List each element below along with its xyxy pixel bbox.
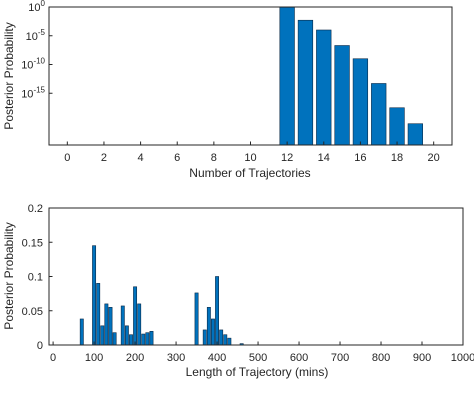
x-ticks: 0 100 200 300 400 500 600 700 800 900 1000 [50, 341, 474, 364]
x-ticks: 0 2 4 6 8 10 12 14 16 18 20 [64, 141, 440, 164]
y-tick-label: 10-15 [21, 85, 45, 100]
bar [227, 337, 232, 346]
x-tick-label: 14 [318, 152, 330, 164]
bar [206, 307, 211, 346]
x-tick-label: 4 [138, 152, 144, 164]
bar [202, 329, 207, 346]
bar [137, 303, 142, 346]
x-tick-label: 10 [244, 152, 256, 164]
bar [352, 58, 369, 146]
trajectory-length-chart: 0 100 200 300 400 500 600 700 800 900 1000 0 0.05 0.… [2, 203, 474, 379]
x-tick-label: 12 [281, 152, 293, 164]
bar [120, 305, 125, 346]
bar [92, 245, 97, 346]
y-axis-title: Posterior Probability [2, 22, 16, 129]
x-tick-label: 400 [208, 352, 226, 364]
bar [141, 333, 146, 346]
x-tick-label: 200 [126, 352, 144, 364]
x-tick-label: 600 [290, 352, 308, 364]
bar [297, 19, 314, 146]
bar [124, 325, 129, 346]
y-tick-label: 0.1 [28, 272, 43, 284]
bar [334, 45, 350, 146]
y-tick-label: 100 [28, 0, 45, 14]
bar [96, 283, 101, 346]
x-tick-label: 500 [249, 352, 267, 364]
plot-area-background [49, 208, 463, 345]
bar [133, 286, 138, 346]
bars-group [279, 6, 423, 146]
y-tick-label: 0 [37, 340, 43, 352]
x-tick-label: 18 [391, 152, 403, 164]
x-tick-label: 1000 [451, 352, 474, 364]
x-tick-label: 20 [428, 152, 440, 164]
bar [108, 307, 113, 346]
x-tick-label: 100 [85, 352, 103, 364]
x-tick-label: 8 [211, 152, 217, 164]
bar [407, 123, 423, 146]
y-tick-label: 10-5 [26, 28, 46, 43]
x-tick-label: 2 [101, 152, 107, 164]
y-tick-label: 0.2 [28, 203, 43, 215]
bar [145, 332, 150, 346]
x-tick-label: 6 [174, 152, 180, 164]
bar [389, 107, 405, 146]
bar [371, 83, 387, 146]
bar [100, 325, 105, 346]
bars-group [79, 245, 244, 346]
y-tick-label: 10-10 [21, 57, 45, 72]
x-tick-label: 16 [354, 152, 366, 164]
x-tick-label: 0 [50, 352, 56, 364]
x-tick-label: 300 [167, 352, 185, 364]
x-tick-label: 700 [331, 352, 349, 364]
x-axis-title: Number of Trajectories [189, 166, 310, 180]
y-ticks: 0 0.05 0.1 0.15 0.2 [22, 203, 53, 352]
bar [279, 6, 295, 146]
bar [219, 329, 224, 346]
bar [149, 330, 154, 346]
bar [211, 318, 215, 346]
y-tick-label: 0.05 [22, 306, 43, 318]
trajectory-count-chart: 0 2 4 6 8 10 12 14 16 18 20 100 10-5 10-10 10-15 Numb… [2, 0, 453, 180]
bar [129, 334, 133, 346]
y-ticks: 100 10-5 10-10 10-15 [21, 0, 53, 100]
bar [79, 318, 84, 346]
bar [194, 292, 199, 346]
x-tick-label: 900 [413, 352, 431, 364]
x-tick-label: 800 [372, 352, 390, 364]
y-axis-title: Posterior Probability [2, 222, 16, 329]
bar [104, 303, 109, 346]
x-tick-label: 0 [64, 152, 70, 164]
bar [223, 334, 228, 346]
x-axis-title: Length of Trajectory (mins) [186, 365, 329, 379]
y-tick-label: 0.15 [22, 237, 43, 249]
bar [112, 332, 117, 346]
bar [316, 29, 332, 146]
bar [215, 276, 219, 346]
